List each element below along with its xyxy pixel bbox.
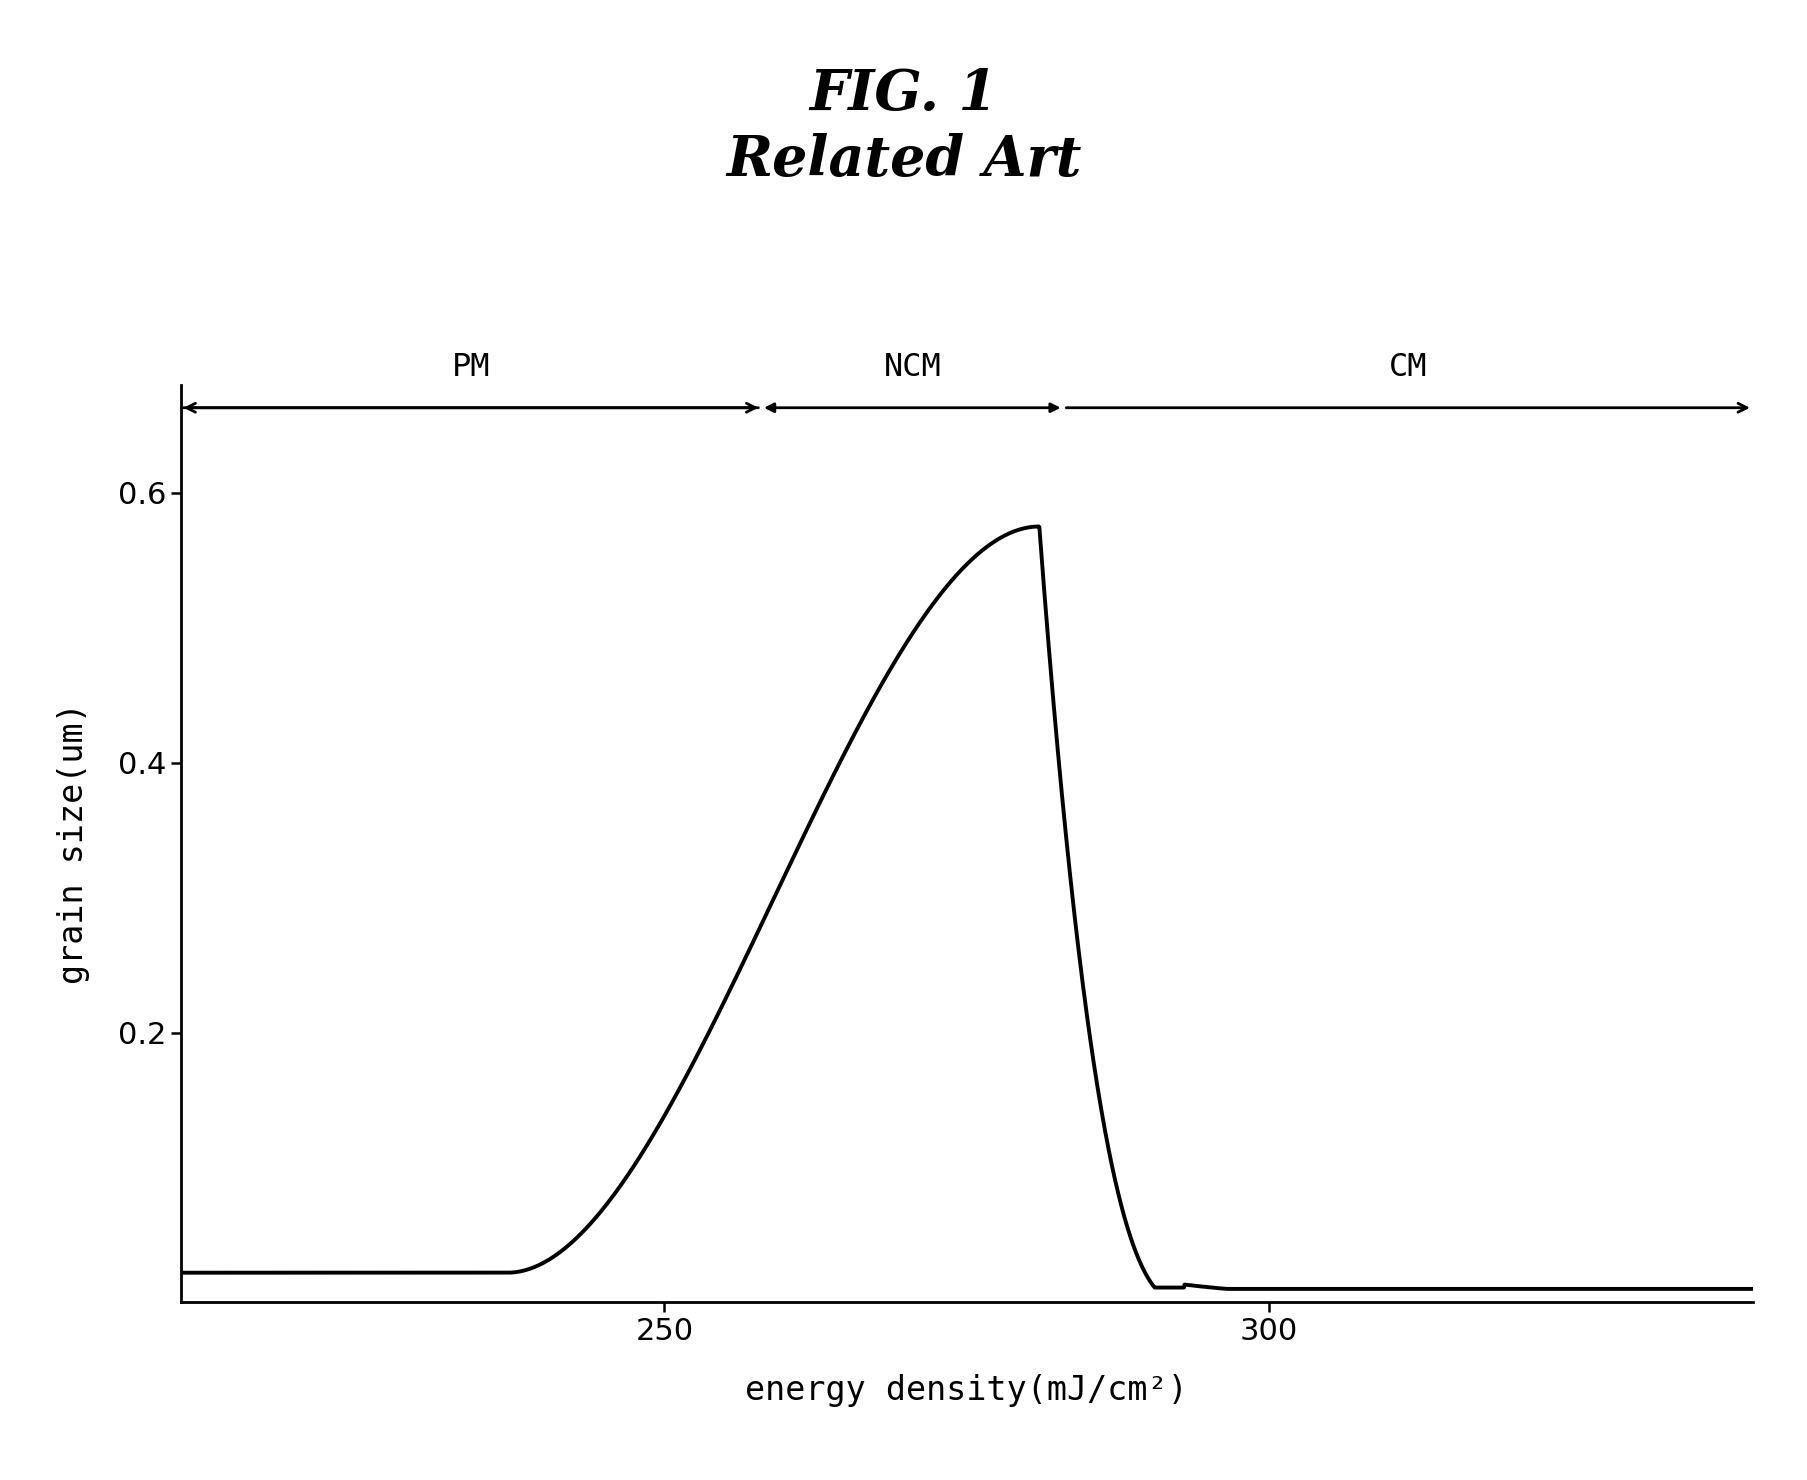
Text: PM: PM: [452, 352, 490, 383]
Text: FIG. 1: FIG. 1: [810, 67, 997, 121]
Text: NCM: NCM: [884, 352, 941, 383]
Y-axis label: grain size(um): grain size(um): [58, 703, 90, 984]
Text: Related Art: Related Art: [726, 133, 1081, 188]
Text: CM: CM: [1390, 352, 1428, 383]
X-axis label: energy density(mJ/cm²): energy density(mJ/cm²): [744, 1373, 1189, 1407]
